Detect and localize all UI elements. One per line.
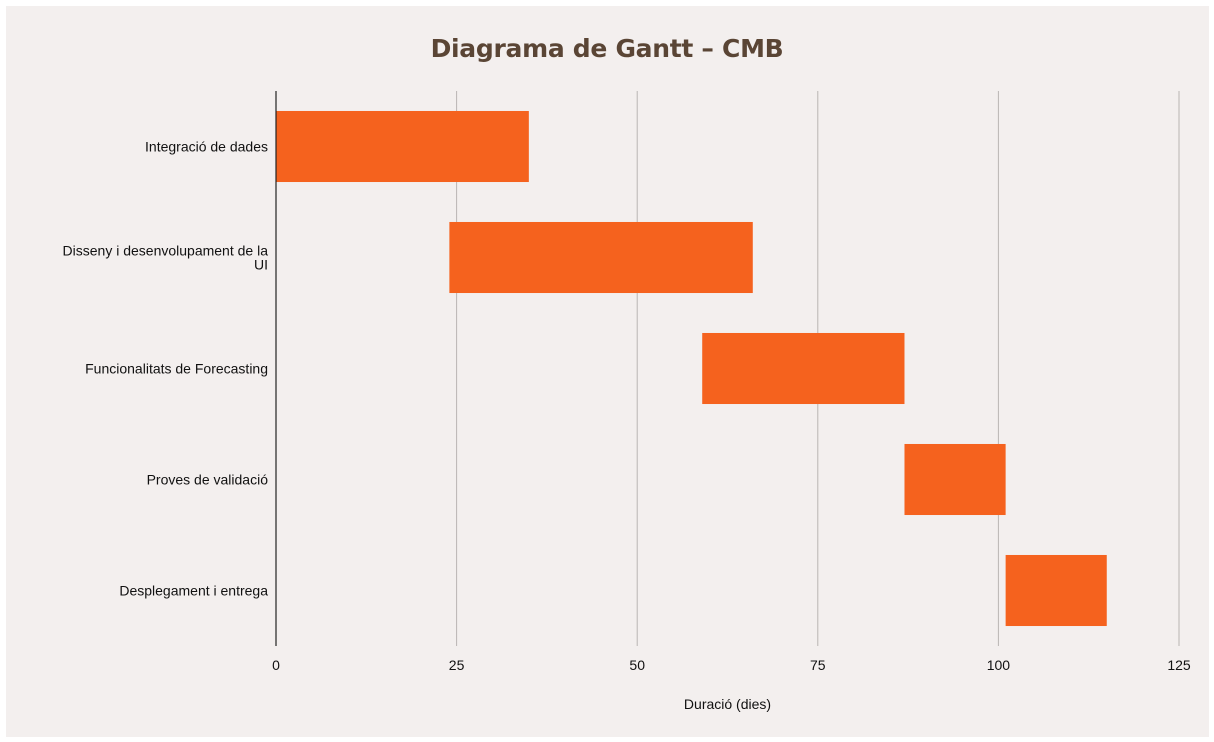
task-bar-2 (702, 332, 905, 405)
x-tick-label-3: 75 (810, 657, 826, 673)
task-label-2: Funcionalitats de Forecasting (85, 361, 268, 377)
task-label-1: Disseny i desenvolupament de la UI (63, 243, 269, 273)
x-axis-ticks: 0 25 50 75 100 125 (272, 657, 1191, 673)
task-bars (276, 110, 1107, 627)
task-bar-3 (904, 443, 1006, 516)
x-tick-label-1: 25 (449, 657, 465, 673)
task-labels: Integració de dades Disseny i desenvolupa… (63, 139, 269, 599)
chart-title: Diagrama de Gantt – CMB (430, 34, 784, 63)
x-tick-label-5: 125 (1167, 657, 1191, 673)
task-label-3: Proves de validació (147, 472, 269, 488)
x-axis-title: Duració (dies) (684, 696, 771, 712)
x-tick-label-4: 100 (987, 657, 1011, 673)
task-bar-0 (276, 110, 529, 183)
x-tick-label-0: 0 (272, 657, 280, 673)
x-tick-label-2: 50 (629, 657, 645, 673)
task-label-0: Integració de dades (145, 139, 268, 155)
task-bar-4 (1005, 554, 1107, 627)
task-bar-1 (449, 221, 753, 294)
task-label-4: Desplegament i entrega (119, 583, 268, 599)
